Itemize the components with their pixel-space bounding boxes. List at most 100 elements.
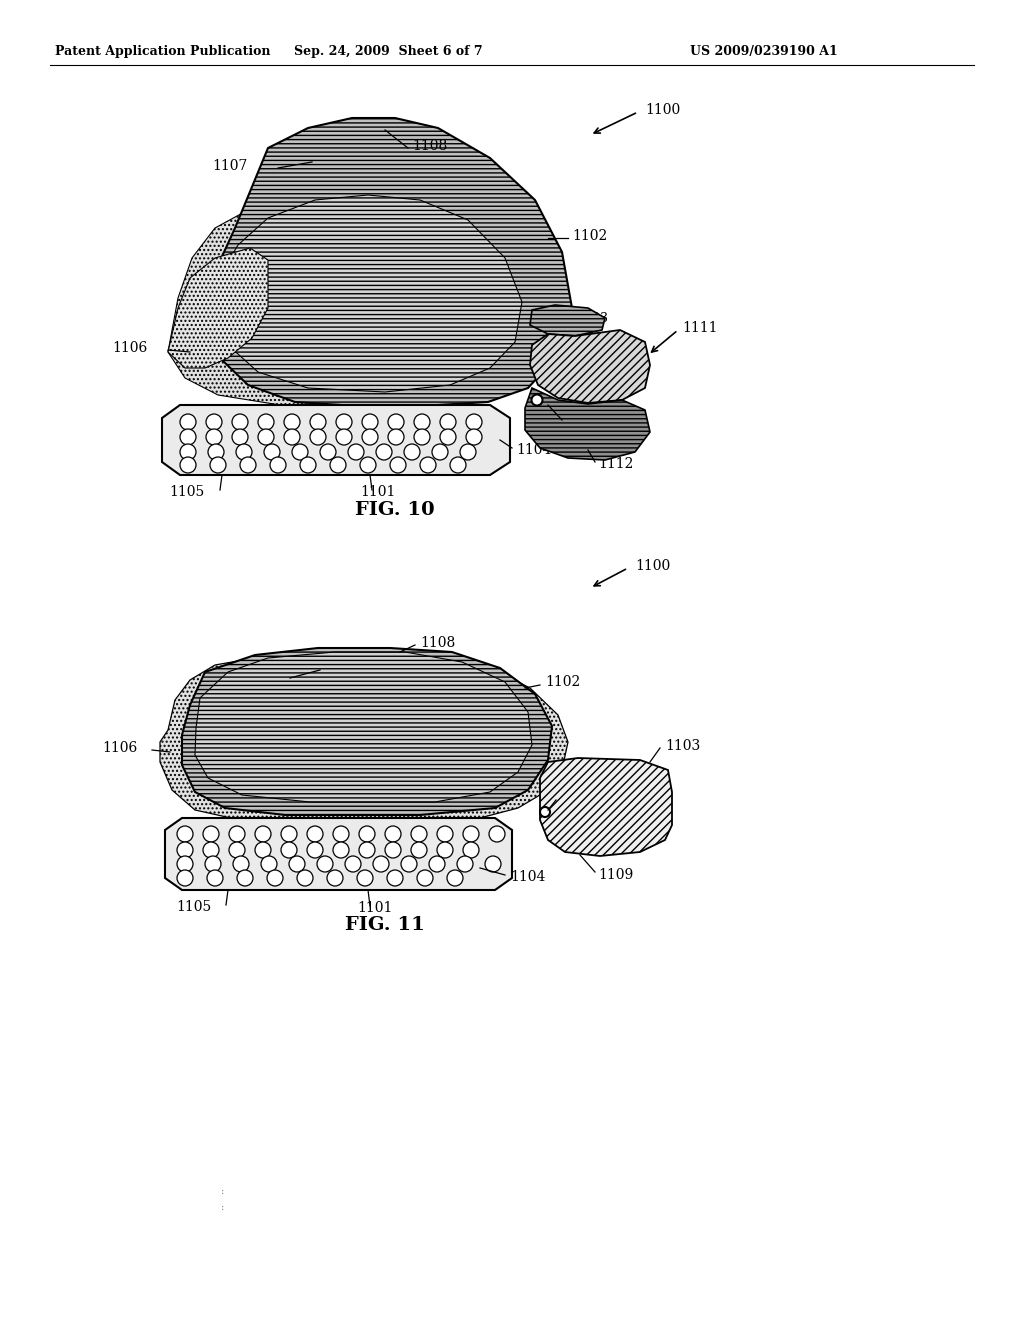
- Text: :: :: [221, 1204, 224, 1213]
- Circle shape: [236, 444, 252, 459]
- Circle shape: [420, 457, 436, 473]
- Text: 1102: 1102: [545, 675, 581, 689]
- Circle shape: [531, 395, 543, 405]
- Text: 1107: 1107: [213, 158, 248, 173]
- Circle shape: [270, 457, 286, 473]
- Text: 1110: 1110: [540, 312, 572, 325]
- Circle shape: [359, 842, 375, 858]
- Polygon shape: [195, 652, 532, 803]
- Circle shape: [203, 842, 219, 858]
- Circle shape: [450, 457, 466, 473]
- Polygon shape: [162, 405, 510, 475]
- Circle shape: [417, 870, 433, 886]
- Circle shape: [261, 855, 278, 873]
- Text: Sep. 24, 2009  Sheet 6 of 7: Sep. 24, 2009 Sheet 6 of 7: [294, 45, 482, 58]
- Circle shape: [267, 870, 283, 886]
- Polygon shape: [165, 818, 512, 890]
- Circle shape: [255, 842, 271, 858]
- Circle shape: [317, 855, 333, 873]
- Circle shape: [206, 429, 222, 445]
- Circle shape: [362, 414, 378, 430]
- Circle shape: [414, 429, 430, 445]
- Circle shape: [229, 826, 245, 842]
- Text: 1102: 1102: [572, 228, 607, 243]
- Circle shape: [460, 444, 476, 459]
- Text: FIG. 11: FIG. 11: [345, 916, 425, 935]
- Circle shape: [207, 870, 223, 886]
- Circle shape: [180, 414, 196, 430]
- Polygon shape: [210, 117, 572, 408]
- Circle shape: [385, 842, 401, 858]
- Circle shape: [310, 414, 326, 430]
- Circle shape: [362, 429, 378, 445]
- Circle shape: [376, 444, 392, 459]
- Circle shape: [289, 855, 305, 873]
- Text: 1100: 1100: [645, 103, 680, 117]
- Text: 1108: 1108: [420, 636, 456, 649]
- Text: FIG. 10: FIG. 10: [355, 502, 435, 519]
- Circle shape: [310, 429, 326, 445]
- Text: Patent Application Publication: Patent Application Publication: [55, 45, 270, 58]
- Circle shape: [388, 414, 404, 430]
- Circle shape: [307, 842, 323, 858]
- Text: :: :: [221, 1188, 224, 1196]
- Text: 1108: 1108: [412, 139, 447, 153]
- Text: 1101: 1101: [357, 902, 392, 915]
- Polygon shape: [160, 655, 568, 822]
- Circle shape: [411, 826, 427, 842]
- Circle shape: [387, 870, 403, 886]
- Circle shape: [208, 444, 224, 459]
- Circle shape: [177, 870, 193, 886]
- Circle shape: [237, 870, 253, 886]
- Circle shape: [440, 429, 456, 445]
- Circle shape: [359, 826, 375, 842]
- Text: 1103: 1103: [665, 739, 700, 752]
- Text: 1101: 1101: [360, 484, 395, 499]
- Text: 1106: 1106: [102, 741, 138, 755]
- Circle shape: [210, 457, 226, 473]
- Circle shape: [258, 429, 274, 445]
- Circle shape: [447, 870, 463, 886]
- Circle shape: [232, 429, 248, 445]
- Circle shape: [360, 457, 376, 473]
- Circle shape: [411, 842, 427, 858]
- Circle shape: [414, 414, 430, 430]
- Circle shape: [233, 855, 249, 873]
- Text: 1111: 1111: [682, 321, 718, 335]
- Text: 1105: 1105: [170, 484, 205, 499]
- Circle shape: [437, 842, 453, 858]
- Circle shape: [177, 855, 193, 873]
- Circle shape: [357, 870, 373, 886]
- Circle shape: [205, 855, 221, 873]
- Circle shape: [229, 842, 245, 858]
- Circle shape: [390, 457, 406, 473]
- Circle shape: [457, 855, 473, 873]
- Circle shape: [281, 842, 297, 858]
- Polygon shape: [182, 648, 552, 814]
- Circle shape: [348, 444, 364, 459]
- Circle shape: [284, 414, 300, 430]
- Polygon shape: [540, 758, 672, 855]
- Text: 1107: 1107: [237, 669, 272, 682]
- Text: 1109: 1109: [598, 869, 633, 882]
- Circle shape: [180, 457, 196, 473]
- Circle shape: [240, 457, 256, 473]
- Circle shape: [300, 457, 316, 473]
- Circle shape: [485, 855, 501, 873]
- Circle shape: [463, 842, 479, 858]
- Circle shape: [404, 444, 420, 459]
- Text: 1112: 1112: [598, 457, 634, 471]
- Circle shape: [463, 826, 479, 842]
- Circle shape: [319, 444, 336, 459]
- Circle shape: [203, 826, 219, 842]
- Text: 1105: 1105: [177, 900, 212, 913]
- Circle shape: [437, 826, 453, 842]
- Text: 1103: 1103: [575, 312, 608, 325]
- Text: US 2009/0239190 A1: US 2009/0239190 A1: [690, 45, 838, 58]
- Text: 1104: 1104: [516, 444, 551, 457]
- Circle shape: [429, 855, 445, 873]
- Circle shape: [401, 855, 417, 873]
- Circle shape: [333, 842, 349, 858]
- Circle shape: [466, 429, 482, 445]
- Circle shape: [336, 429, 352, 445]
